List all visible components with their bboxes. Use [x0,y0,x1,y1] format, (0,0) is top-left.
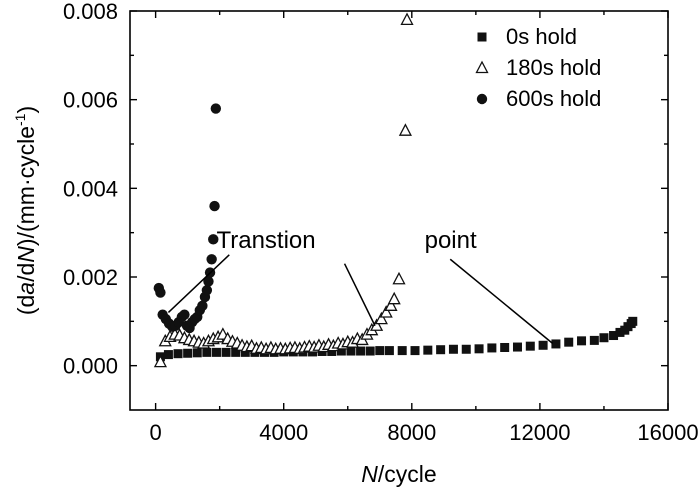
series-triangle [153,12,414,368]
legend: 0s hold 180s hold 600s hold [475,24,601,111]
square-point [577,336,587,346]
square-point [183,348,193,358]
square-point [202,347,212,357]
legend-marker-triangle [475,60,489,74]
square-point [500,342,510,352]
square-point [564,337,574,347]
square-point [240,347,250,357]
square-point [423,345,433,355]
legend-label: 600s hold [506,86,601,111]
square-point [615,327,625,337]
square-point [448,344,458,354]
legend-label: 0s hold [506,24,577,49]
triangle-point [392,271,406,285]
y-tick-label: 0.004 [63,176,118,201]
square-point [551,339,561,349]
square-point [173,349,183,359]
y-tick-label: 0.006 [63,88,118,113]
triangle-point [400,12,414,26]
legend-label: 180s hold [506,55,601,80]
square-point [461,344,471,354]
triangle-point [379,305,393,318]
x-tick-label: 0 [149,420,161,445]
x-tick-label: 8000 [387,420,436,445]
annotation-label: point [425,227,477,254]
axes: 0 4000 8000 12000 16000 0.000 0.002 0.004 0.006 0… [12,0,699,487]
square-point [609,331,619,341]
square-point [336,346,346,356]
triangle-point [384,298,398,311]
series-circle [153,103,222,334]
square-point [538,340,548,350]
circle-point [201,285,213,296]
square-point [211,347,221,357]
legend-marker-circle [476,93,488,105]
square-point [487,343,497,353]
circle-point [203,276,214,287]
square-point [375,346,385,356]
square-point [221,347,231,357]
plot-frame [129,10,669,411]
y-tick-label: 0.008 [63,0,118,24]
x-axis-title: N/cycle [361,461,436,487]
y-axis-title: (da/dN)/(mm·cycle-1) [12,106,39,315]
annotation-label: Transtion [216,227,315,254]
square-point [231,347,241,357]
square-point [346,346,356,356]
x-tick-label: 12000 [509,420,570,445]
square-point [525,341,535,351]
circle-point [209,200,220,212]
triangle-point [387,291,401,305]
square-point [163,350,173,360]
circle-point [197,300,208,312]
circle-point [210,103,222,114]
square-point [192,348,202,358]
square-point [356,346,366,356]
triangle-point [398,123,412,136]
legend-marker-square [477,32,487,42]
square-point [589,335,599,345]
annotations: Transtion point [167,227,554,345]
square-point [384,346,394,356]
x-tick-label: 4000 [259,420,308,445]
data-points [153,12,638,368]
square-point [436,345,446,355]
square-point [628,316,638,326]
triangle-point [153,354,167,368]
square-point [327,346,337,356]
square-point [599,333,609,343]
circle-point [206,254,217,265]
square-point [410,346,420,356]
y-tick-label: 0.000 [63,354,118,379]
y-tick-label: 0.002 [63,265,118,290]
circle-point [179,309,190,320]
square-point [512,342,522,352]
triangle-point [374,311,388,325]
circle-point [155,287,166,298]
annotation-line [449,258,554,345]
square-point [397,346,407,356]
square-point [474,344,484,354]
x-tick-label: 16000 [637,420,698,445]
square-point [365,346,375,356]
circle-point [208,234,219,245]
annotation-line [167,254,230,314]
annotation-line [343,263,376,327]
